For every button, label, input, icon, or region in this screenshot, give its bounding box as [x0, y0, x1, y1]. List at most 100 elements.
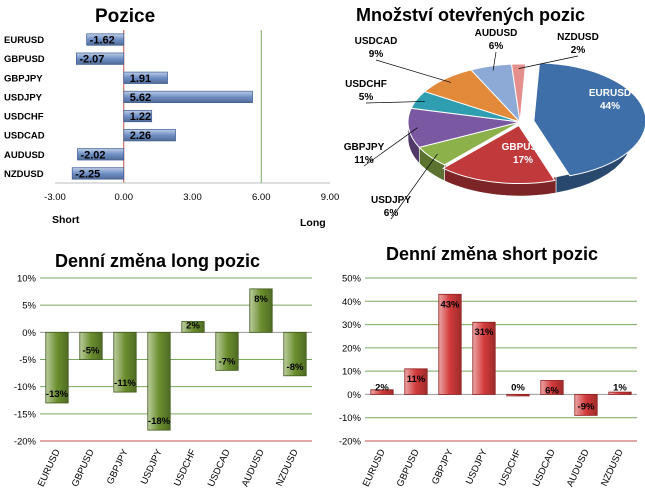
category-label: USDCAD: [4, 131, 45, 142]
chart-title-short-change: Denní změna short pozic: [386, 244, 599, 264]
data-label: 8%: [254, 294, 268, 305]
short-label: Short: [52, 214, 80, 226]
data-label: -1.62: [90, 35, 115, 47]
data-label: -11%: [114, 378, 136, 389]
bar: [249, 288, 273, 333]
pie-label: USDCAD: [355, 36, 398, 47]
bar: [506, 394, 530, 397]
category-label: GBPUSD: [395, 447, 422, 488]
bar: [75, 52, 125, 65]
leader-line: [518, 55, 579, 69]
data-label: 11%: [407, 374, 426, 385]
pie-label: USDCHF: [345, 79, 387, 90]
leader-line: [390, 153, 438, 220]
x-tick-label: 9.00: [321, 192, 340, 203]
category-label: GBPJPY: [105, 447, 131, 486]
category-label: GBPJPY: [4, 73, 43, 84]
data-label: -18%: [148, 416, 171, 427]
bar: [71, 167, 125, 180]
bar: [608, 391, 632, 395]
data-label: 1%: [613, 382, 627, 393]
category-label: NZDUSD: [4, 169, 44, 180]
pie-slice: [533, 62, 645, 177]
y-tick-label: -10%: [339, 413, 362, 424]
pie-label: GBPUSD: [502, 142, 545, 153]
bar: [472, 321, 496, 395]
pie-label: GBPJPY: [344, 142, 385, 153]
pie-value-label: 6%: [384, 208, 399, 219]
y-tick-label: 0%: [22, 328, 36, 339]
bar: [123, 129, 176, 142]
chart-title-long-change: Denní změna long pozic: [55, 251, 261, 271]
data-label: -5%: [83, 346, 100, 357]
pie-slice: [510, 63, 527, 123]
data-label: 2.26: [130, 130, 151, 142]
long-change-bar-chart: -20% -15% -10% -5% 0% 5% 10% -13% EURUSD -5% GBPUS…: [14, 274, 312, 489]
pie-value-label: 11%: [354, 155, 374, 166]
data-label: -2.07: [79, 54, 104, 66]
bar: [215, 331, 239, 371]
pie-slice: [407, 107, 521, 148]
data-label: -7%: [219, 356, 236, 367]
leader-line: [492, 51, 497, 71]
category-label: USDJPY: [464, 447, 490, 486]
pie-value-label: 2%: [571, 45, 586, 56]
y-tick-label: -15%: [14, 409, 37, 420]
bar: [77, 148, 125, 161]
category-label: EURUSD: [361, 448, 388, 489]
category-label: AUDUSD: [4, 150, 45, 161]
data-label: 31%: [474, 327, 494, 338]
category-label: GBPUSD: [70, 447, 97, 488]
bar: [79, 331, 103, 360]
data-label: 2%: [375, 382, 389, 393]
bar: [123, 90, 253, 104]
data-label: 5.62: [130, 92, 151, 104]
pie-label: USDJPY: [371, 195, 411, 206]
y-tick-label: 50%: [342, 274, 362, 285]
y-tick-label: 10%: [342, 367, 362, 378]
y-tick-label: -20%: [339, 437, 362, 448]
bar: [574, 394, 598, 416]
category-label: NZDUSD: [599, 448, 626, 489]
pie-label: EURUSD: [589, 88, 631, 99]
y-tick-label: 0%: [347, 390, 361, 401]
pie-value-label: 17%: [513, 155, 533, 166]
pie-slice: [442, 124, 556, 185]
bar: [283, 331, 307, 377]
bar: [123, 109, 153, 123]
bar: [113, 331, 137, 393]
category-label: GBPUSD: [4, 54, 45, 65]
leader-line: [375, 59, 451, 83]
category-label: USDCAD: [531, 448, 558, 489]
category-label: GBPJPY: [430, 447, 456, 486]
x-tick-label: 0.00: [115, 192, 134, 203]
pie-value-label: 5%: [359, 92, 374, 103]
y-tick-label: 40%: [342, 297, 362, 308]
category-label: AUDUSD: [565, 448, 592, 489]
y-tick-label: -10%: [14, 382, 37, 393]
open-positions-pie-chart: EURUSD 44% GBPUSD 17% USDJPY 6% GBPJPY 11% USDCH…: [344, 28, 645, 220]
x-tick-label: -3.00: [44, 192, 66, 203]
data-label: 1.22: [130, 111, 151, 123]
bar: [86, 33, 125, 46]
category-label: USDJPY: [4, 92, 43, 103]
leader-line: [365, 101, 425, 104]
data-label: -2.25: [75, 168, 100, 180]
y-tick-label: 30%: [342, 320, 362, 331]
data-label: -9%: [578, 401, 595, 412]
data-label: 0%: [511, 382, 525, 393]
positions-bar-chart: EURUSD -1.62 GBPUSD -2.07 GBPJPY 1.91 USDJPY 5.…: [4, 30, 340, 229]
bar: [181, 321, 205, 333]
bar: [540, 380, 564, 395]
bar: [45, 331, 69, 404]
data-label: 1.91: [130, 73, 151, 85]
leader-line: [363, 127, 418, 167]
bar: [438, 293, 462, 395]
x-tick-label: 6.00: [252, 192, 271, 203]
category-label: USDCHF: [172, 447, 199, 488]
long-label: Long: [300, 217, 326, 229]
bar: [123, 71, 168, 84]
data-label: -13%: [46, 389, 69, 400]
pie-label: NZDUSD: [557, 32, 599, 43]
bar: [370, 389, 394, 395]
